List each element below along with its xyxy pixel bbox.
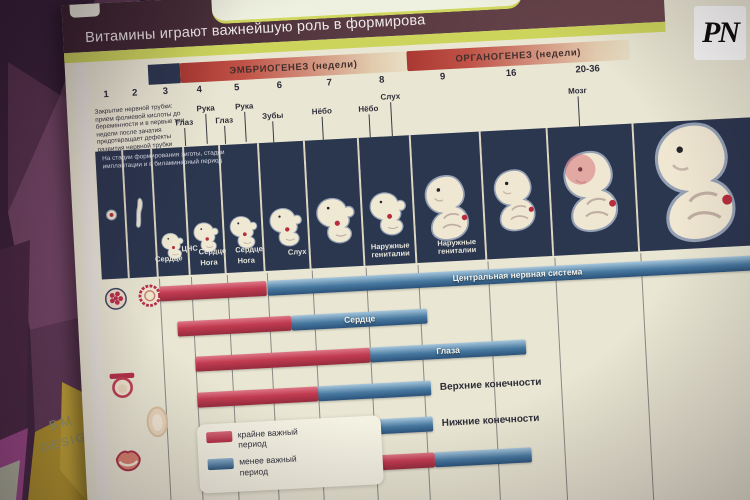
embryo-cell-week2	[123, 148, 160, 279]
week-label: 8	[378, 74, 385, 86]
bar-less-sensitive-segment	[434, 447, 532, 468]
leader-line	[243, 111, 247, 142]
organ-label-bottom: Слух	[287, 247, 307, 258]
pn-watermark: PN	[694, 6, 746, 60]
corner-card	[69, 3, 101, 18]
organ-label: Рука	[196, 103, 216, 144]
gastrula-illustration	[116, 450, 142, 472]
organ-label-bottom: Наружные гениталии	[437, 236, 477, 257]
embryogenesis-label: ЭМБРИОГЕНЕЗ (недели)	[229, 58, 358, 77]
organ-label-bottom: Сердце	[154, 253, 183, 265]
bar-organ-label: Сердце	[343, 313, 376, 325]
leader-line	[390, 102, 394, 139]
organogenesis-label: ОРГАНОГЕНЕЗ (недели)	[455, 46, 582, 65]
bar-critical-segment	[159, 280, 268, 302]
fullterm-fetus-illustration	[634, 117, 750, 247]
critical-swatch	[205, 430, 233, 444]
week-label: 6	[276, 79, 283, 92]
week-label: 1	[103, 88, 110, 101]
bar-organ-label: Нижние конечности	[441, 412, 540, 429]
bar-critical-segment	[197, 386, 319, 408]
embryo-cell-week7	[305, 137, 366, 269]
organ-label-bottom: Нога	[237, 255, 256, 266]
early-embryo-illustration	[135, 197, 143, 228]
leader-line	[577, 96, 581, 131]
organ-label: Нёбо	[358, 104, 380, 141]
critical-periods-chart: крайне важный период менее важный период…	[102, 247, 750, 500]
week-label: 4	[196, 84, 203, 96]
organ-label-bottom: Сердце	[235, 244, 264, 255]
zygote-illustration	[105, 209, 117, 221]
legend-less-important: менее важный период	[207, 450, 374, 479]
fetus-brain-illustration	[548, 130, 639, 252]
bar-organ-label: Глаза	[436, 344, 461, 357]
embryo-cell-week16	[480, 128, 555, 260]
bar-organ-label: Верхние конечности	[439, 376, 542, 393]
week-label: 9	[439, 71, 446, 83]
chart-legend: крайне важный период менее важный период	[196, 415, 385, 494]
grid-line	[554, 257, 569, 500]
grid-line	[159, 278, 174, 500]
wall-brand-line1: BM	[47, 412, 76, 433]
organ-label-bottom: ЦНС	[181, 243, 198, 254]
bar-critical-segment	[195, 347, 371, 372]
organ-label-bottom: Нога	[200, 257, 218, 268]
pn-watermark-text: PN	[702, 16, 740, 49]
organ-label: Мозг	[568, 86, 589, 131]
less-important-swatch	[207, 458, 234, 471]
organ-label: Рука	[235, 101, 255, 142]
week-label: 20-36	[575, 63, 601, 76]
corner-block	[147, 63, 181, 85]
leader-line	[205, 113, 208, 144]
leader-line	[224, 125, 226, 144]
embryo-cell-fullterm	[633, 116, 750, 252]
legend-less-label: менее важный период	[238, 453, 297, 478]
embryo-cell-week20-36	[547, 123, 641, 256]
week-label: 5	[233, 82, 240, 94]
week-label: 2	[131, 87, 138, 99]
organ-label-bottom: Сердце	[198, 246, 227, 257]
organ-label: Нёбо	[312, 106, 334, 143]
amnion-illustration	[146, 406, 168, 438]
week-label: 3	[162, 85, 169, 98]
neural-tube-note: Закрытие нервной трубки: прием фолиевой …	[94, 102, 185, 154]
morula-illustration	[105, 287, 128, 310]
implantation-illustration	[109, 372, 135, 398]
legend-critical-label: крайне важный период	[237, 426, 299, 450]
organ-label: Слух	[380, 92, 402, 139]
week-label: 16	[505, 67, 517, 80]
fetus-illustration	[482, 144, 552, 255]
full-term-label: Доношенный плод	[673, 0, 750, 4]
organ-label: Глаз	[175, 118, 194, 147]
leader-line	[184, 127, 187, 147]
organ-label-bottom: Наружные гениталии	[370, 240, 410, 260]
poster: Витамины играют важнейшую роль в формиро…	[61, 0, 750, 500]
legend-critical: крайне важный период	[205, 423, 373, 452]
organ-label: Зубы	[262, 111, 285, 146]
embryo-cell-week1	[95, 150, 130, 280]
bar-critical-segment	[177, 315, 293, 337]
embryo-illustration	[307, 176, 363, 265]
organ-label: Глаз	[215, 115, 234, 144]
grid-line	[640, 253, 656, 500]
week-label: 7	[326, 77, 333, 89]
bar-less-sensitive-segment	[318, 380, 432, 402]
development-table: ЭМБРИОГЕНЕЗ (недели) ОРГАНОГЕНЕЗ (недели…	[91, 33, 750, 500]
embryo-band: На стадии формирования зиготы, стадии им…	[95, 116, 750, 280]
